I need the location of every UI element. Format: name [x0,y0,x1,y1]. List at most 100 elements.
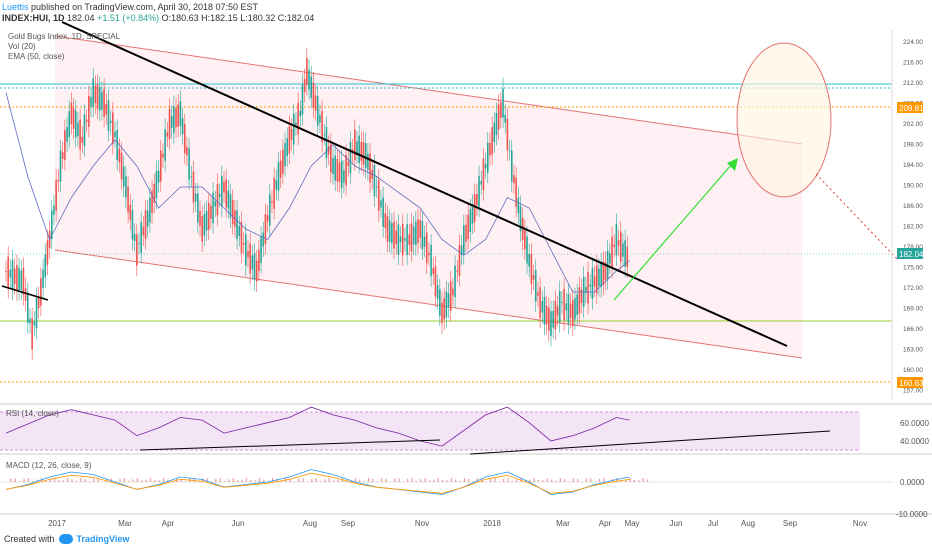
candle-body [90,96,92,108]
candle-body [190,176,193,178]
candle-body [338,162,341,182]
author-link[interactable]: Luettis [2,2,29,12]
candle-body [319,114,321,123]
price-tick-label: 157.00 [903,388,923,395]
macd-bar [598,478,601,482]
candle-body [624,240,626,267]
macd-bar [53,478,56,482]
candle-body [410,223,413,252]
macd-bar [128,480,130,482]
macd-bar [385,478,387,482]
macd-bar [237,480,239,482]
candle-body [59,150,62,182]
candle-body [380,200,382,208]
candle-body [467,214,469,240]
candle-body [88,95,90,127]
candle-body [214,201,217,207]
candle-body [55,179,57,211]
macd-bar [407,478,409,482]
candle-body [136,234,138,266]
time-tick-label: Jul [708,519,718,528]
macd-bar [115,481,117,482]
candle-body [399,236,402,243]
rsi-tick-60: 60.0000 [900,419,929,428]
candle-body [290,129,293,140]
macd-bar [337,479,339,482]
macd-bar [333,480,335,482]
macd-bar [638,480,640,482]
candle-body [122,166,125,187]
candle-body [556,306,559,316]
candle-body [151,190,153,214]
rsi-tick-40: 40.0000 [900,437,929,446]
candle-body [44,254,47,278]
candle-body [282,149,284,174]
macd-bar [75,480,77,482]
macd-bar [45,480,47,482]
candle-body [35,297,38,329]
candle-body [515,177,517,207]
candle-body [430,244,432,277]
price-tick-label: 212.00 [903,80,923,87]
candle-body [476,193,478,206]
candle-body [415,221,417,245]
candle-body [563,288,565,321]
candle-body [114,131,116,138]
candle-body [79,119,81,150]
candle-body [96,84,99,109]
macd-bar [110,478,112,482]
price-tick-label: 163.00 [903,347,923,354]
candle-body [532,274,535,280]
candle-body [587,272,589,304]
macd-tick-neg10: -10.0000 [896,510,928,519]
price-tick-label: 194.00 [903,162,923,169]
macd-bar [455,479,457,482]
candle-body [74,110,77,138]
candle-body [526,236,528,264]
time-tick-label: Mar [118,519,132,528]
time-tick-label: Nov [415,519,429,528]
macd-bar [415,481,418,482]
footer-brand[interactable]: TradingView [76,534,130,544]
candle-body [177,104,180,127]
change-value: +1.51 (+0.84%) [97,13,160,23]
signal-line [5,472,630,494]
candle-body [417,219,419,244]
candle-body [146,210,149,227]
candle-body [229,194,232,218]
candle-body [449,281,452,312]
macd-bar [162,478,165,482]
candle-body [101,92,103,110]
candle-body [585,286,587,293]
candle-body [81,136,84,143]
macd-bar [529,479,531,482]
candle-body [314,95,317,111]
time-tick-label: Jun [232,519,245,528]
candle-body [279,160,282,178]
macd-bar [154,479,156,482]
candle-body [615,223,618,256]
candle-body [600,263,602,288]
candle-body [297,103,299,135]
candle-body [572,300,574,326]
candle-body [299,110,302,117]
candle-body [197,193,199,223]
macd-bar [646,479,649,482]
candle-body [310,76,312,99]
candle-body [447,293,450,308]
candle-body [500,102,502,118]
time-tick-label: May [624,519,639,528]
candle-body [13,268,16,285]
candle-body [205,210,208,231]
candle-body [308,69,310,90]
candle-body [245,234,247,266]
candle-body [382,197,384,227]
candle-body [362,142,365,165]
channel-fill [55,36,802,358]
candle-body [275,180,278,190]
candle-body [29,318,31,324]
candle-body [173,106,175,134]
candle-body [565,303,568,311]
macd-bar [511,481,513,482]
macd-bar [590,478,592,482]
